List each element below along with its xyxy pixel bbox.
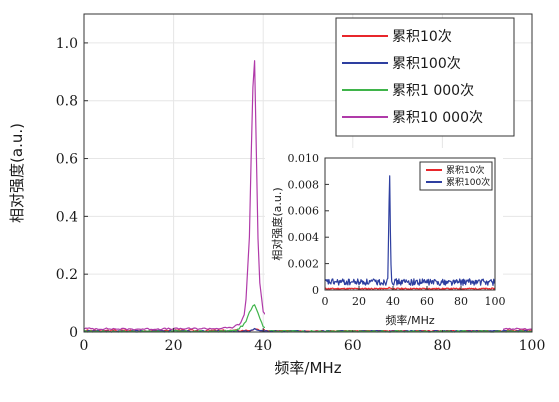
inset-legend-label-0: 累积10次 xyxy=(446,164,484,176)
main-ytick-label-4: 0.8 xyxy=(56,94,78,110)
main-ytick-label-0: 0 xyxy=(69,325,78,341)
inset-xtick-label-5: 100 xyxy=(485,295,506,308)
main-legend-label-2: 累积1 000次 xyxy=(392,83,474,99)
main-axis-frame xyxy=(83,13,533,333)
inset-xtick-label-4: 80 xyxy=(454,295,468,308)
main-ytick-label-1: 0.2 xyxy=(56,267,78,283)
main-xtick-label-0: 0 xyxy=(80,338,89,354)
main-ytick-label-5: 1.0 xyxy=(56,36,78,52)
main-xtick-label-4: 80 xyxy=(433,338,451,354)
inset-xtick-label-3: 60 xyxy=(420,295,434,308)
main-ytick-label-3: 0.6 xyxy=(56,151,78,167)
main-xtick-label-2: 40 xyxy=(254,338,272,354)
inset-xtick-label-0: 0 xyxy=(322,295,329,308)
inset-ytick-label-1: 0.002 xyxy=(288,257,320,270)
inset-ytick-label-3: 0.006 xyxy=(288,205,320,218)
inset-ytick-label-5: 0.010 xyxy=(288,152,320,165)
inset-xtick-label-2: 40 xyxy=(386,295,400,308)
inset-series-line-1 xyxy=(324,175,496,286)
main-legend-label-1: 累积100次 xyxy=(392,56,461,72)
inset-ytick-label-0: 0 xyxy=(312,284,319,297)
main-ytick-label-2: 0.4 xyxy=(56,209,78,225)
inset-ytick-label-2: 0.004 xyxy=(288,231,320,244)
main-legend-label-0: 累积10次 xyxy=(392,29,452,45)
inset-axis-frame xyxy=(324,157,496,291)
inset-series-line-0 xyxy=(324,286,496,290)
inset-ylabel: 相对强度(a.u.) xyxy=(270,187,284,260)
inset-ytick-label-4: 0.008 xyxy=(288,178,320,191)
main-xlabel: 频率/MHz xyxy=(274,359,341,377)
main-xtick-label-1: 20 xyxy=(165,338,183,354)
main-xtick-label-3: 60 xyxy=(344,338,362,354)
main-ylabel: 相对强度(a.u.) xyxy=(8,123,26,223)
main-legend-label-3: 累积10 000次 xyxy=(392,110,483,126)
inset-xlabel: 频率/MHz xyxy=(385,313,434,327)
inset-legend-label-1: 累积100次 xyxy=(446,176,490,188)
inset-legend-box xyxy=(419,161,493,191)
inset-xtick-label-1: 20 xyxy=(352,295,366,308)
main-xtick-label-5: 100 xyxy=(519,338,546,354)
